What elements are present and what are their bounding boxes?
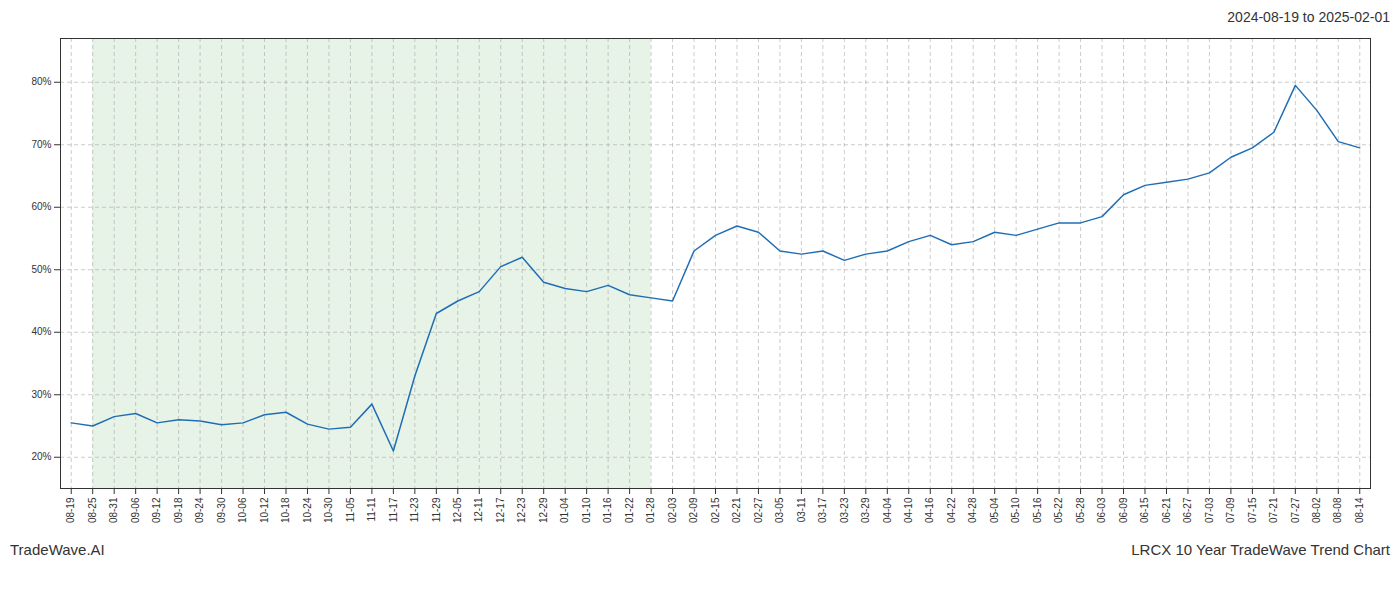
svg-text:01-16: 01-16 (602, 497, 613, 523)
svg-text:12-11: 12-11 (473, 497, 484, 522)
svg-text:01-28: 01-28 (645, 497, 656, 523)
svg-text:09-24: 09-24 (194, 497, 205, 523)
svg-text:04-04: 04-04 (882, 497, 893, 523)
svg-text:03-05: 03-05 (774, 497, 785, 523)
svg-text:10-24: 10-24 (302, 497, 313, 523)
html-text:LRCX 10 Year TradeWave Trend C: LRCX 10 Year TradeWave Trend Chart (1131, 541, 1390, 558)
svg-text:80%: 80% (31, 76, 51, 87)
svg-text:05-22: 05-22 (1053, 497, 1064, 523)
svg-text:10-12: 10-12 (259, 497, 270, 523)
svg-text:10-30: 10-30 (323, 497, 334, 523)
svg-text:04-10: 04-10 (903, 497, 914, 523)
svg-text:03-29: 03-29 (860, 497, 871, 523)
svg-text:01-10: 01-10 (581, 497, 592, 523)
svg-text:05-16: 05-16 (1032, 497, 1043, 523)
svg-text:12-29: 12-29 (538, 497, 549, 523)
svg-text:30%: 30% (31, 389, 51, 400)
svg-text:07-09: 07-09 (1225, 497, 1236, 523)
svg-text:05-10: 05-10 (1010, 497, 1021, 523)
svg-text:02-21: 02-21 (731, 497, 742, 523)
svg-text:03-23: 03-23 (839, 497, 850, 523)
svg-text:02-09: 02-09 (688, 497, 699, 523)
svg-text:03-17: 03-17 (817, 497, 828, 523)
svg-text:40%: 40% (31, 326, 51, 337)
svg-text:08-08: 08-08 (1332, 497, 1343, 523)
svg-text:50%: 50% (31, 264, 51, 275)
svg-text:04-16: 04-16 (924, 497, 935, 523)
html-text:TradeWave.AI: TradeWave.AI (10, 541, 105, 558)
svg-text:12-17: 12-17 (495, 497, 506, 523)
svg-text:03-11: 03-11 (796, 497, 807, 522)
svg-text:06-21: 06-21 (1161, 497, 1172, 523)
svg-text:05-28: 05-28 (1075, 497, 1086, 523)
svg-text:11-05: 11-05 (345, 497, 356, 522)
svg-text:07-03: 07-03 (1204, 497, 1215, 523)
svg-text:10-06: 10-06 (237, 497, 248, 523)
svg-text:70%: 70% (31, 139, 51, 150)
html-text:2024-08-19 to 2025-02-01: 2024-08-19 to 2025-02-01 (1227, 9, 1390, 25)
svg-text:01-22: 01-22 (624, 497, 635, 523)
svg-text:06-09: 06-09 (1118, 497, 1129, 523)
svg-text:08-19: 08-19 (65, 497, 76, 523)
svg-text:08-25: 08-25 (87, 497, 98, 523)
svg-text:06-15: 06-15 (1139, 497, 1150, 523)
svg-text:11-29: 11-29 (431, 497, 442, 522)
svg-text:07-21: 07-21 (1268, 497, 1279, 523)
svg-text:06-27: 06-27 (1182, 497, 1193, 523)
svg-text:09-18: 09-18 (173, 497, 184, 523)
svg-text:09-06: 09-06 (130, 497, 141, 523)
svg-text:08-31: 08-31 (108, 497, 119, 523)
svg-text:04-22: 04-22 (946, 497, 957, 523)
svg-text:09-12: 09-12 (151, 497, 162, 523)
svg-text:07-27: 07-27 (1290, 497, 1301, 523)
svg-text:06-03: 06-03 (1096, 497, 1107, 523)
svg-text:01-04: 01-04 (559, 497, 570, 523)
svg-text:20%: 20% (31, 451, 51, 462)
svg-text:08-14: 08-14 (1354, 497, 1365, 523)
svg-text:07-15: 07-15 (1247, 497, 1258, 523)
svg-text:09-30: 09-30 (216, 497, 227, 523)
svg-text:04-28: 04-28 (967, 497, 978, 523)
svg-text:11-17: 11-17 (388, 497, 399, 522)
svg-text:02-27: 02-27 (753, 497, 764, 523)
svg-text:12-05: 12-05 (452, 497, 463, 523)
svg-text:60%: 60% (31, 201, 51, 212)
svg-text:10-18: 10-18 (280, 497, 291, 523)
svg-text:05-04: 05-04 (989, 497, 1000, 523)
svg-text:12-23: 12-23 (516, 497, 527, 523)
svg-text:02-03: 02-03 (667, 497, 678, 523)
svg-text:02-15: 02-15 (710, 497, 721, 523)
svg-text:11-23: 11-23 (409, 497, 420, 522)
svg-text:08-02: 08-02 (1311, 497, 1322, 523)
svg-text:11-11: 11-11 (366, 497, 377, 522)
